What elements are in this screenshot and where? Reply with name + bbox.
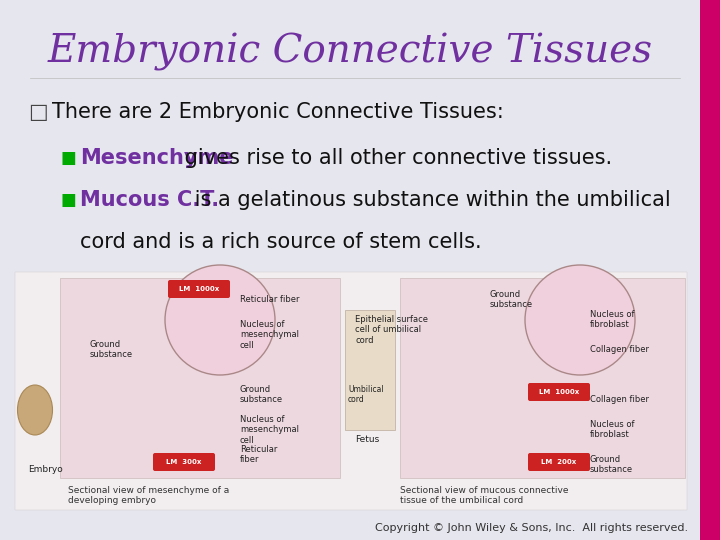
Text: Nucleus of
fibroblast: Nucleus of fibroblast — [590, 310, 634, 329]
Text: Nucleus of
fibroblast: Nucleus of fibroblast — [590, 420, 634, 440]
Text: Fetus: Fetus — [355, 435, 379, 444]
Text: LM  1000x: LM 1000x — [539, 389, 579, 395]
Text: Umbilical
cord: Umbilical cord — [348, 385, 384, 404]
Text: ■: ■ — [60, 149, 76, 167]
Text: cord and is a rich source of stem cells.: cord and is a rich source of stem cells. — [80, 232, 482, 252]
Text: Collagen fiber: Collagen fiber — [590, 345, 649, 354]
Bar — [400, 278, 685, 478]
Text: ■: ■ — [60, 191, 76, 209]
Text: LM  1000x: LM 1000x — [179, 286, 219, 292]
Circle shape — [165, 265, 275, 375]
Text: LM  300x: LM 300x — [166, 459, 202, 465]
Text: gives rise to all other connective tissues.: gives rise to all other connective tissu… — [178, 148, 612, 168]
FancyBboxPatch shape — [168, 280, 230, 298]
Circle shape — [525, 265, 635, 375]
Text: There are 2 Embryonic Connective Tissues:: There are 2 Embryonic Connective Tissues… — [52, 102, 504, 122]
Bar — [60, 278, 340, 478]
Text: Nucleus of
mesenchymal
cell: Nucleus of mesenchymal cell — [240, 320, 299, 350]
Text: Collagen fiber: Collagen fiber — [590, 395, 649, 404]
Text: LM  200x: LM 200x — [541, 459, 577, 465]
FancyBboxPatch shape — [153, 453, 215, 471]
Text: Ground
substance: Ground substance — [490, 290, 533, 309]
Text: is a gelatinous substance within the umbilical: is a gelatinous substance within the umb… — [188, 190, 671, 210]
Text: Mesenchyme: Mesenchyme — [80, 148, 233, 168]
Text: Nucleus of
mesenchymal
cell: Nucleus of mesenchymal cell — [240, 415, 299, 445]
Text: Sectional view of mucous connective
tissue of the umbilical cord: Sectional view of mucous connective tiss… — [400, 486, 569, 505]
Bar — [345, 310, 395, 430]
Bar — [700, 0, 720, 540]
Ellipse shape — [17, 385, 53, 435]
FancyBboxPatch shape — [528, 383, 590, 401]
Text: Ground
substance: Ground substance — [90, 340, 133, 360]
Text: Reticular fiber: Reticular fiber — [240, 295, 300, 304]
Bar — [15, 272, 687, 510]
Text: Embryonic Connective Tissues: Embryonic Connective Tissues — [48, 33, 652, 71]
Text: Reticular
fiber: Reticular fiber — [240, 445, 277, 464]
Text: □: □ — [28, 102, 48, 122]
Text: Epithelial surface
cell of umbilical
cord: Epithelial surface cell of umbilical cor… — [355, 315, 428, 345]
Text: Embryo: Embryo — [28, 465, 63, 474]
FancyBboxPatch shape — [528, 453, 590, 471]
Text: Sectional view of mesenchyme of a
developing embryo: Sectional view of mesenchyme of a develo… — [68, 486, 229, 505]
Text: Copyright © John Wiley & Sons, Inc.  All rights reserved.: Copyright © John Wiley & Sons, Inc. All … — [375, 523, 688, 533]
Text: Ground
substance: Ground substance — [240, 385, 283, 404]
Text: Mucous C.T.: Mucous C.T. — [80, 190, 219, 210]
Text: Ground
substance: Ground substance — [590, 455, 633, 475]
